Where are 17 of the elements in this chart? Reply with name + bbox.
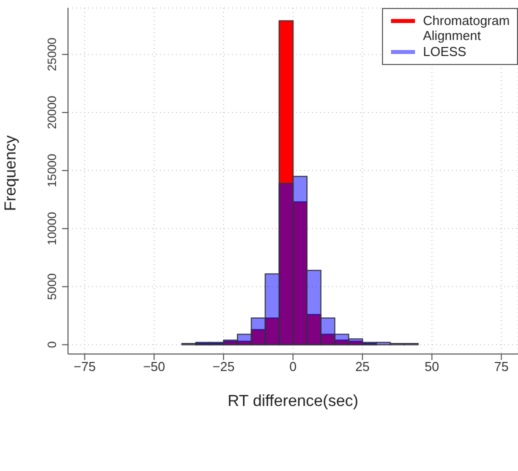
y-tick-label: 10000 [45,212,59,246]
x-tick-label: 0 [289,359,297,374]
x-tick-label: 75 [494,359,509,374]
y-tick-label: 20000 [45,95,59,130]
y-axis-title: Frequency [2,135,20,211]
x-tick-label: −25 [212,359,235,374]
y-tick-label: 25000 [45,37,59,72]
x-tick-label: −50 [143,359,166,374]
x-tick-label: 50 [424,359,440,374]
y-tick-label: 5000 [45,272,59,300]
legend-label: LOESS [423,44,468,59]
x-tick-label: −75 [74,359,96,374]
y-tick-label: 0 [45,341,59,348]
x-tick-label: 25 [355,359,370,374]
x-axis-title: RT difference(sec) [228,393,358,410]
y-tick-label: 15000 [45,154,59,188]
legend-label: Chromatogram Alignment [423,13,510,43]
